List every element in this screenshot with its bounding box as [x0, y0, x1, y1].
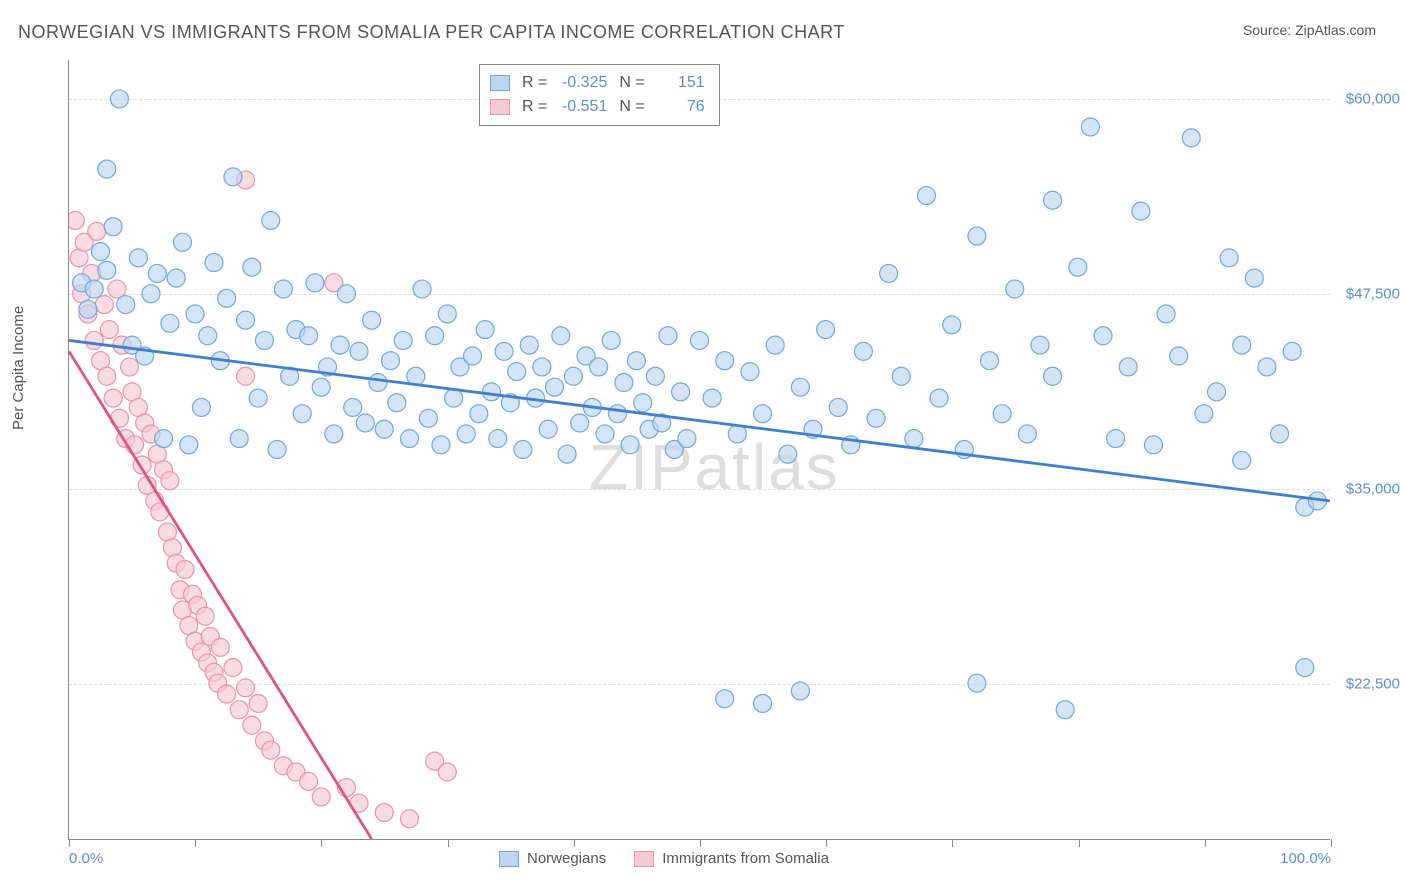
legend-row-norwegians: R = -0.325 N = 151 [490, 71, 705, 95]
legend-label-somalia: Immigrants from Somalia [662, 850, 829, 867]
r-value-somalia: -0.551 [555, 95, 607, 119]
r-label: R = [522, 71, 547, 95]
swatch-somalia-bottom [634, 851, 654, 867]
r-value-norwegians: -0.325 [555, 71, 607, 95]
n-label: N = [619, 71, 644, 95]
y-tick-label: $60,000 [1338, 91, 1400, 108]
legend-item-somalia: Immigrants from Somalia [634, 850, 829, 867]
source-label: Source: ZipAtlas.com [1243, 22, 1376, 38]
y-tick-label: $22,500 [1338, 676, 1400, 693]
chart-area: ZIPatlas R = -0.325 N = 151 R = -0.551 N… [50, 60, 1330, 840]
n-value-somalia: 76 [653, 95, 705, 119]
legend-item-norwegians: Norwegians [499, 850, 606, 867]
y-axis-label: Per Capita Income [10, 306, 27, 430]
plot-region: ZIPatlas R = -0.325 N = 151 R = -0.551 N… [68, 60, 1330, 840]
chart-title: NORWEGIAN VS IMMIGRANTS FROM SOMALIA PER… [18, 22, 845, 43]
swatch-norwegians-bottom [499, 851, 519, 867]
series-legend: Norwegians Immigrants from Somalia [499, 850, 829, 867]
legend-row-somalia: R = -0.551 N = 76 [490, 95, 705, 119]
legend-label-norwegians: Norwegians [527, 850, 606, 867]
x-tick-label: 0.0% [69, 850, 103, 867]
r-label: R = [522, 95, 547, 119]
plot-svg [69, 60, 1330, 839]
x-tick-label: 100.0% [1280, 850, 1331, 867]
y-tick-label: $35,000 [1338, 481, 1400, 498]
n-label: N = [619, 95, 644, 119]
swatch-norwegians [490, 75, 510, 91]
swatch-somalia [490, 99, 510, 115]
n-value-norwegians: 151 [653, 71, 705, 95]
correlation-legend: R = -0.325 N = 151 R = -0.551 N = 76 [479, 64, 720, 126]
y-tick-label: $47,500 [1338, 286, 1400, 303]
